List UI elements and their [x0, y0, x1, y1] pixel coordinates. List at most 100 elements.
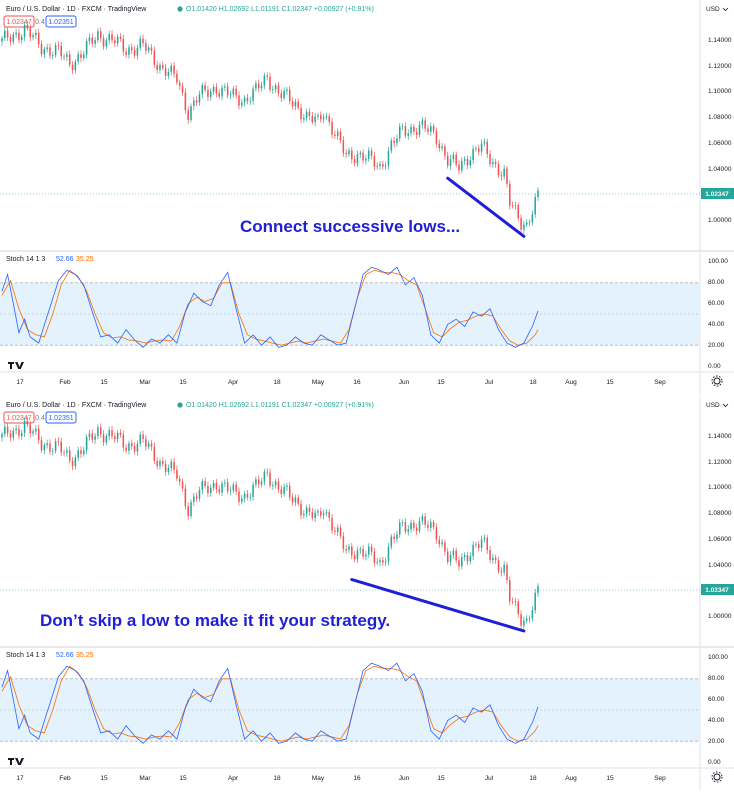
tradingview-logo-icon[interactable]: [8, 362, 24, 369]
candle-body[interactable]: [201, 85, 204, 95]
currency-selector[interactable]: USD: [706, 402, 720, 409]
candle-body[interactable]: [167, 71, 170, 76]
candle-body[interactable]: [156, 460, 158, 466]
candle-body[interactable]: [325, 512, 328, 514]
candle-body[interactable]: [475, 544, 477, 546]
candle-body[interactable]: [111, 34, 113, 41]
candle-body[interactable]: [376, 562, 378, 563]
candle-body[interactable]: [458, 560, 460, 567]
candle-body[interactable]: [376, 166, 378, 167]
candle-body[interactable]: [382, 560, 384, 563]
candle-body[interactable]: [432, 522, 435, 528]
candle-body[interactable]: [314, 512, 316, 519]
candle-body[interactable]: [207, 89, 209, 98]
candle-body[interactable]: [85, 41, 88, 55]
candle-body[interactable]: [260, 481, 263, 485]
candle-body[interactable]: [331, 121, 333, 135]
candle-body[interactable]: [85, 437, 88, 451]
candle-body[interactable]: [57, 45, 60, 47]
candle-body[interactable]: [136, 443, 139, 452]
candle-body[interactable]: [136, 47, 139, 56]
candle-body[interactable]: [116, 36, 119, 44]
candle-body[interactable]: [142, 434, 144, 440]
candle-body[interactable]: [297, 497, 299, 504]
candle-body[interactable]: [514, 601, 517, 603]
candle-body[interactable]: [249, 496, 252, 498]
candle-body[interactable]: [486, 537, 488, 551]
candle-body[interactable]: [111, 430, 113, 437]
candle-body[interactable]: [52, 451, 54, 452]
candles-group[interactable]: [1, 417, 539, 630]
candle-body[interactable]: [359, 152, 362, 155]
candle-body[interactable]: [193, 496, 195, 503]
candle-body[interactable]: [102, 434, 105, 443]
candle-body[interactable]: [272, 89, 274, 91]
candle-body[interactable]: [114, 40, 116, 44]
candle-body[interactable]: [492, 557, 494, 561]
buy-price-button[interactable]: [45, 411, 77, 424]
candle-body[interactable]: [184, 92, 187, 111]
candle-body[interactable]: [74, 457, 77, 467]
candle-body[interactable]: [145, 43, 147, 51]
candle-body[interactable]: [401, 522, 404, 523]
candle-body[interactable]: [159, 460, 161, 466]
candle-body[interactable]: [531, 214, 534, 223]
candle-body[interactable]: [452, 550, 455, 556]
candle-body[interactable]: [486, 141, 488, 155]
candle-body[interactable]: [63, 452, 65, 454]
candle-body[interactable]: [390, 536, 393, 547]
candle-body[interactable]: [415, 131, 418, 136]
candle-body[interactable]: [35, 428, 37, 432]
candle-body[interactable]: [305, 111, 308, 118]
candle-body[interactable]: [229, 490, 232, 492]
candle-body[interactable]: [367, 150, 370, 159]
candle-body[interactable]: [226, 482, 229, 492]
candle-body[interactable]: [173, 461, 175, 470]
candle-body[interactable]: [1, 434, 3, 438]
candle-body[interactable]: [178, 478, 181, 482]
candle-body[interactable]: [514, 205, 517, 207]
candle-body[interactable]: [108, 34, 110, 41]
candle-body[interactable]: [173, 65, 175, 74]
candle-body[interactable]: [525, 618, 528, 621]
candle-body[interactable]: [193, 100, 195, 107]
candle-body[interactable]: [320, 511, 322, 516]
candle-body[interactable]: [303, 117, 305, 120]
candle-body[interactable]: [63, 56, 65, 58]
candle-body[interactable]: [37, 428, 40, 441]
candle-body[interactable]: [235, 484, 237, 492]
candle-body[interactable]: [367, 546, 370, 555]
candle-body[interactable]: [537, 586, 539, 593]
candle-body[interactable]: [492, 161, 494, 165]
candle-body[interactable]: [523, 620, 525, 626]
candle-body[interactable]: [232, 484, 235, 491]
candle-body[interactable]: [517, 601, 520, 615]
candle-body[interactable]: [384, 561, 387, 563]
candle-body[interactable]: [424, 120, 426, 129]
candle-body[interactable]: [9, 433, 12, 438]
candle-body[interactable]: [97, 31, 99, 41]
candle-body[interactable]: [83, 54, 85, 59]
candle-body[interactable]: [421, 516, 424, 521]
candle-body[interactable]: [398, 522, 401, 535]
candle-body[interactable]: [511, 205, 514, 207]
sell-price-button[interactable]: [3, 15, 35, 28]
candle-body[interactable]: [523, 224, 525, 230]
candle-body[interactable]: [184, 488, 187, 507]
candle-body[interactable]: [83, 450, 85, 455]
candle-body[interactable]: [60, 441, 63, 453]
candle-body[interactable]: [356, 154, 359, 164]
candle-body[interactable]: [162, 64, 164, 68]
candle-body[interactable]: [348, 150, 350, 155]
candle-body[interactable]: [241, 102, 243, 106]
candle-body[interactable]: [105, 40, 108, 47]
candle-body[interactable]: [427, 128, 429, 132]
candle-body[interactable]: [520, 218, 522, 230]
candle-body[interactable]: [339, 131, 342, 141]
chart-svg-2[interactable]: Euro / U.S. Dollar · 1D · FXCM · Trading…: [0, 396, 734, 791]
candle-body[interactable]: [218, 93, 220, 97]
price-axis[interactable]: 1.14000 1.12000 1.10000 1.08000 1.06000 …: [708, 37, 732, 224]
candle-body[interactable]: [195, 496, 198, 499]
candle-body[interactable]: [274, 85, 277, 90]
candle-body[interactable]: [362, 548, 364, 557]
